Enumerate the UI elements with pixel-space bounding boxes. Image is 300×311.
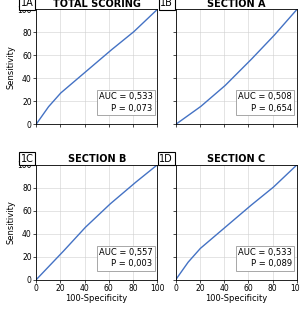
Text: 1A: 1A	[21, 0, 34, 8]
Text: 1B: 1B	[160, 0, 173, 8]
X-axis label: 100-Specificity: 100-Specificity	[205, 295, 267, 304]
Title: SECTION C: SECTION C	[207, 154, 266, 164]
Text: 1D: 1D	[159, 154, 173, 164]
Title: SECTION B: SECTION B	[68, 154, 126, 164]
Title: TOTAL SCORING: TOTAL SCORING	[53, 0, 141, 8]
X-axis label: 100-Specificity: 100-Specificity	[66, 295, 128, 304]
Text: AUC = 0,508
P = 0,654: AUC = 0,508 P = 0,654	[238, 92, 292, 113]
Y-axis label: Sensitivity: Sensitivity	[7, 200, 16, 244]
Y-axis label: Sensitivity: Sensitivity	[7, 45, 16, 89]
Text: AUC = 0,533
P = 0,073: AUC = 0,533 P = 0,073	[99, 92, 152, 113]
Text: AUC = 0,533
P = 0,089: AUC = 0,533 P = 0,089	[238, 248, 292, 268]
Title: SECTION A: SECTION A	[207, 0, 266, 8]
Text: AUC = 0,557
P = 0,003: AUC = 0,557 P = 0,003	[99, 248, 152, 268]
Text: 1C: 1C	[21, 154, 34, 164]
